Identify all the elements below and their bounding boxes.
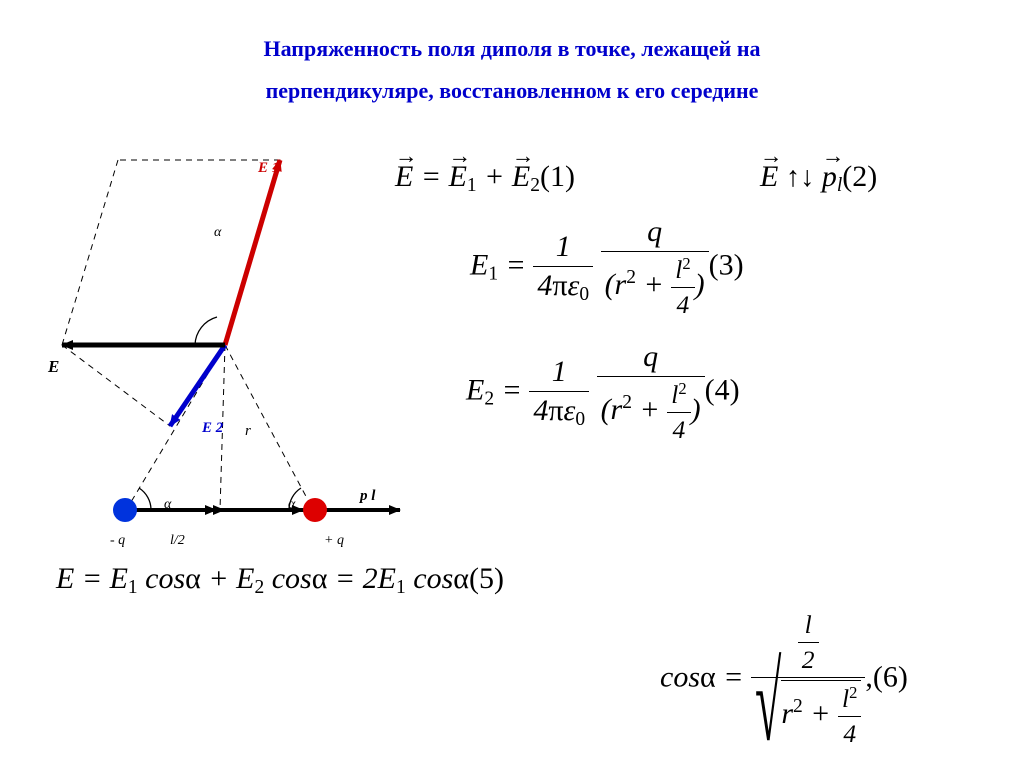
formula-4: E2 = 14πε0 q(r2 + l24)(4) <box>466 340 740 445</box>
title-line1: Напряженность поля диполя в точке, лежащ… <box>263 36 760 61</box>
page-title: Напряженность поля диполя в точке, лежащ… <box>0 0 1024 112</box>
title-line2: перпендикуляре, восстановленном к его се… <box>266 78 759 103</box>
formula-2: E ↑↓ pl(2) <box>760 160 877 197</box>
formula-5: E = E1 cosα + E2 cosα = 2E1 cosα(5) <box>56 562 504 599</box>
dipole-diagram: E 1 E 2 Er p l l/2 - q + q α α α <box>30 140 430 570</box>
formula-1: E = E1 + E2(1) <box>395 160 575 197</box>
svg-text:- q: - q <box>110 533 125 548</box>
svg-text:α: α <box>288 497 296 512</box>
svg-text:l/2: l/2 <box>170 533 185 548</box>
formula-3: E1 = 14πε0 q(r2 + l24)(3) <box>470 215 744 320</box>
svg-text:α: α <box>164 497 172 512</box>
svg-text:E 1: E 1 <box>257 160 279 176</box>
svg-text:p l: p l <box>358 488 376 504</box>
svg-text:+ q: + q <box>324 533 344 548</box>
svg-text:α: α <box>214 225 222 240</box>
svg-text:E: E <box>47 357 59 376</box>
svg-text:E 2: E 2 <box>201 420 224 436</box>
svg-text:r: r <box>245 423 251 439</box>
formula-6: cosα = l2 √r2 + l24 ,(6) <box>660 610 908 749</box>
